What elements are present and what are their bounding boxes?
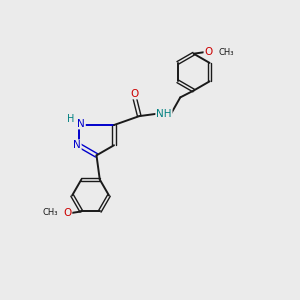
Text: N: N [77, 118, 85, 128]
Text: N: N [73, 140, 81, 150]
Text: NH: NH [156, 109, 172, 119]
Text: O: O [63, 208, 71, 218]
Text: O: O [204, 47, 213, 57]
Text: O: O [130, 88, 138, 98]
Text: CH₃: CH₃ [218, 48, 234, 57]
Text: CH₃: CH₃ [42, 208, 58, 217]
Text: H: H [67, 114, 74, 124]
